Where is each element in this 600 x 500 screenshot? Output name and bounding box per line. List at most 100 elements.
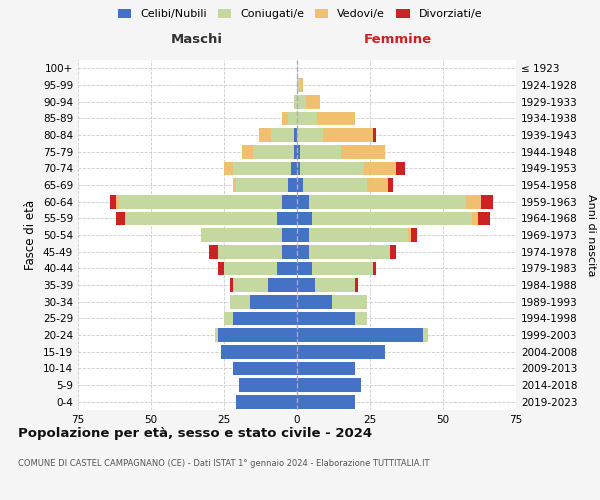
Bar: [478, 212, 490, 225]
Bar: [391, 245, 396, 258]
Bar: [268, 278, 297, 292]
Bar: [297, 178, 303, 192]
Bar: [218, 262, 224, 275]
Bar: [253, 145, 294, 158]
Bar: [221, 345, 297, 358]
Bar: [297, 278, 314, 292]
Bar: [230, 278, 233, 292]
Bar: [300, 145, 341, 158]
Bar: [224, 162, 233, 175]
Bar: [110, 195, 116, 208]
Bar: [373, 262, 376, 275]
Bar: [236, 395, 297, 408]
Bar: [239, 378, 297, 392]
Text: Popolazione per età, sesso e stato civile - 2024: Popolazione per età, sesso e stato civil…: [18, 428, 372, 440]
Bar: [297, 128, 323, 142]
Bar: [355, 312, 367, 325]
Bar: [308, 195, 466, 208]
Bar: [306, 95, 320, 108]
Bar: [297, 195, 308, 208]
Bar: [332, 295, 367, 308]
Bar: [233, 278, 268, 292]
Bar: [271, 128, 294, 142]
Bar: [283, 228, 297, 242]
Bar: [481, 195, 493, 208]
Bar: [297, 95, 306, 108]
Bar: [314, 278, 355, 292]
Bar: [283, 112, 288, 125]
Bar: [297, 228, 308, 242]
Bar: [297, 212, 311, 225]
Bar: [294, 145, 297, 158]
Bar: [297, 295, 332, 308]
Bar: [288, 112, 297, 125]
Y-axis label: Fasce di età: Fasce di età: [25, 200, 37, 270]
Bar: [472, 212, 478, 225]
Bar: [294, 95, 297, 108]
Bar: [283, 245, 297, 258]
Bar: [297, 245, 308, 258]
Bar: [297, 312, 355, 325]
Bar: [209, 245, 218, 258]
Bar: [215, 328, 218, 342]
Bar: [422, 328, 428, 342]
Text: COMUNE DI CASTEL CAMPAGNANO (CE) - Dati ISTAT 1° gennaio 2024 - Elaborazione TUT: COMUNE DI CASTEL CAMPAGNANO (CE) - Dati …: [18, 459, 430, 468]
Bar: [233, 178, 236, 192]
Bar: [297, 378, 361, 392]
Bar: [294, 128, 297, 142]
Bar: [396, 162, 405, 175]
Bar: [259, 128, 271, 142]
Bar: [311, 212, 472, 225]
Bar: [200, 228, 283, 242]
Bar: [311, 262, 373, 275]
Bar: [300, 78, 303, 92]
Bar: [125, 212, 277, 225]
Bar: [297, 328, 422, 342]
Bar: [277, 212, 297, 225]
Bar: [297, 112, 317, 125]
Bar: [233, 312, 297, 325]
Bar: [300, 162, 364, 175]
Bar: [367, 178, 388, 192]
Bar: [119, 195, 283, 208]
Bar: [116, 212, 125, 225]
Bar: [408, 228, 411, 242]
Bar: [411, 228, 417, 242]
Bar: [297, 395, 355, 408]
Bar: [323, 128, 373, 142]
Bar: [308, 228, 408, 242]
Bar: [297, 345, 385, 358]
Bar: [116, 195, 119, 208]
Bar: [218, 245, 283, 258]
Bar: [303, 178, 367, 192]
Bar: [224, 312, 233, 325]
Bar: [297, 362, 355, 375]
Bar: [297, 78, 300, 92]
Bar: [288, 178, 297, 192]
Bar: [242, 145, 253, 158]
Bar: [373, 128, 376, 142]
Bar: [283, 195, 297, 208]
Bar: [308, 245, 391, 258]
Y-axis label: Anni di nascita: Anni di nascita: [586, 194, 596, 276]
Bar: [297, 145, 300, 158]
Bar: [230, 295, 250, 308]
Bar: [233, 162, 291, 175]
Legend: Celibi/Nubili, Coniugati/e, Vedovi/e, Divorziati/e: Celibi/Nubili, Coniugati/e, Vedovi/e, Di…: [115, 6, 485, 22]
Bar: [291, 162, 297, 175]
Bar: [364, 162, 396, 175]
Bar: [233, 362, 297, 375]
Bar: [466, 195, 481, 208]
Bar: [297, 262, 311, 275]
Bar: [388, 178, 394, 192]
Bar: [236, 178, 288, 192]
Bar: [297, 162, 300, 175]
Bar: [341, 145, 385, 158]
Bar: [317, 112, 355, 125]
Text: Maschi: Maschi: [170, 33, 222, 46]
Bar: [250, 295, 297, 308]
Text: Femmine: Femmine: [364, 33, 432, 46]
Bar: [277, 262, 297, 275]
Bar: [224, 262, 277, 275]
Bar: [355, 278, 358, 292]
